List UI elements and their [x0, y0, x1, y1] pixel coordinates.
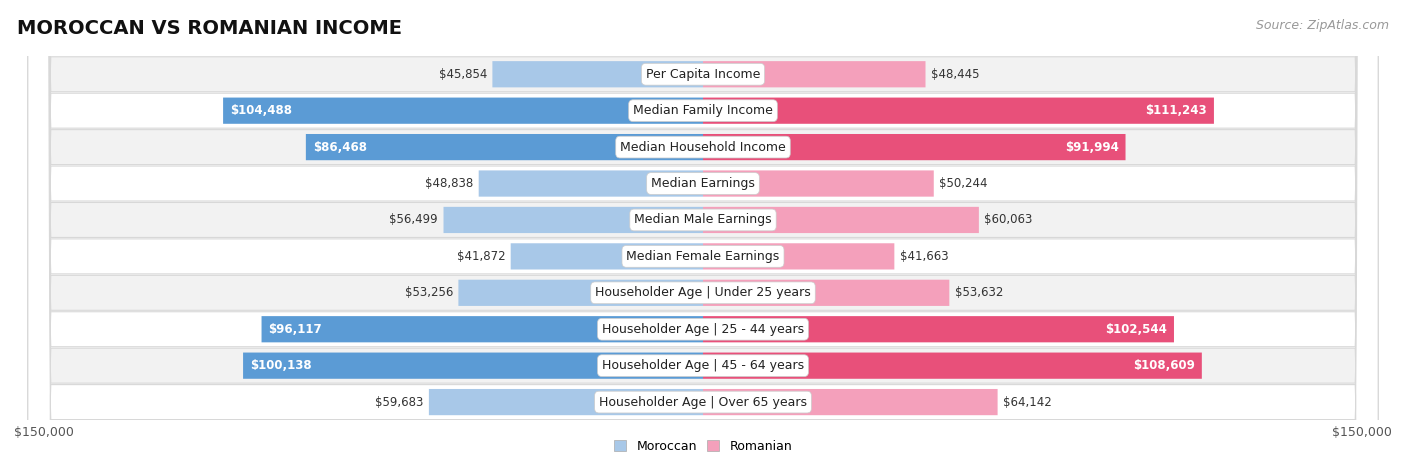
Text: MOROCCAN VS ROMANIAN INCOME: MOROCCAN VS ROMANIAN INCOME	[17, 19, 402, 38]
Text: $48,838: $48,838	[425, 177, 474, 190]
Text: $56,499: $56,499	[389, 213, 439, 226]
Text: Householder Age | Over 65 years: Householder Age | Over 65 years	[599, 396, 807, 409]
Text: $41,872: $41,872	[457, 250, 505, 263]
FancyBboxPatch shape	[703, 389, 998, 415]
Text: Per Capita Income: Per Capita Income	[645, 68, 761, 81]
FancyBboxPatch shape	[28, 0, 1378, 467]
FancyBboxPatch shape	[307, 134, 703, 160]
FancyBboxPatch shape	[492, 61, 703, 87]
Text: $53,632: $53,632	[955, 286, 1004, 299]
Text: $53,256: $53,256	[405, 286, 453, 299]
Text: $59,683: $59,683	[375, 396, 423, 409]
FancyBboxPatch shape	[28, 0, 1378, 467]
Text: Median Family Income: Median Family Income	[633, 104, 773, 117]
Text: $91,994: $91,994	[1064, 141, 1119, 154]
FancyBboxPatch shape	[703, 61, 925, 87]
FancyBboxPatch shape	[28, 0, 1378, 467]
FancyBboxPatch shape	[443, 207, 703, 233]
FancyBboxPatch shape	[703, 98, 1213, 124]
Text: Median Earnings: Median Earnings	[651, 177, 755, 190]
FancyBboxPatch shape	[703, 207, 979, 233]
FancyBboxPatch shape	[458, 280, 703, 306]
Text: $60,063: $60,063	[984, 213, 1033, 226]
Text: Householder Age | 25 - 44 years: Householder Age | 25 - 44 years	[602, 323, 804, 336]
Text: $108,609: $108,609	[1133, 359, 1195, 372]
Text: $102,544: $102,544	[1105, 323, 1167, 336]
FancyBboxPatch shape	[703, 280, 949, 306]
FancyBboxPatch shape	[703, 243, 894, 269]
Text: $64,142: $64,142	[1002, 396, 1052, 409]
Text: $111,243: $111,243	[1146, 104, 1206, 117]
FancyBboxPatch shape	[703, 316, 1174, 342]
Text: Median Household Income: Median Household Income	[620, 141, 786, 154]
Text: Source: ZipAtlas.com: Source: ZipAtlas.com	[1256, 19, 1389, 32]
Legend: Moroccan, Romanian: Moroccan, Romanian	[609, 435, 797, 458]
Text: $100,138: $100,138	[250, 359, 312, 372]
Text: $41,663: $41,663	[900, 250, 949, 263]
Text: Householder Age | 45 - 64 years: Householder Age | 45 - 64 years	[602, 359, 804, 372]
Text: $150,000: $150,000	[1331, 426, 1392, 439]
FancyBboxPatch shape	[28, 0, 1378, 467]
Text: Median Female Earnings: Median Female Earnings	[627, 250, 779, 263]
Text: $86,468: $86,468	[312, 141, 367, 154]
Text: Median Male Earnings: Median Male Earnings	[634, 213, 772, 226]
Text: $104,488: $104,488	[231, 104, 292, 117]
FancyBboxPatch shape	[703, 170, 934, 197]
FancyBboxPatch shape	[224, 98, 703, 124]
Text: $48,445: $48,445	[931, 68, 980, 81]
FancyBboxPatch shape	[28, 0, 1378, 467]
Text: $45,854: $45,854	[439, 68, 486, 81]
FancyBboxPatch shape	[429, 389, 703, 415]
FancyBboxPatch shape	[28, 0, 1378, 467]
Text: $96,117: $96,117	[269, 323, 322, 336]
FancyBboxPatch shape	[510, 243, 703, 269]
Text: Householder Age | Under 25 years: Householder Age | Under 25 years	[595, 286, 811, 299]
FancyBboxPatch shape	[243, 353, 703, 379]
FancyBboxPatch shape	[28, 0, 1378, 467]
FancyBboxPatch shape	[28, 0, 1378, 467]
FancyBboxPatch shape	[28, 0, 1378, 467]
FancyBboxPatch shape	[703, 134, 1126, 160]
FancyBboxPatch shape	[703, 353, 1202, 379]
FancyBboxPatch shape	[28, 0, 1378, 467]
Text: $50,244: $50,244	[939, 177, 988, 190]
FancyBboxPatch shape	[262, 316, 703, 342]
Text: $150,000: $150,000	[14, 426, 75, 439]
FancyBboxPatch shape	[478, 170, 703, 197]
